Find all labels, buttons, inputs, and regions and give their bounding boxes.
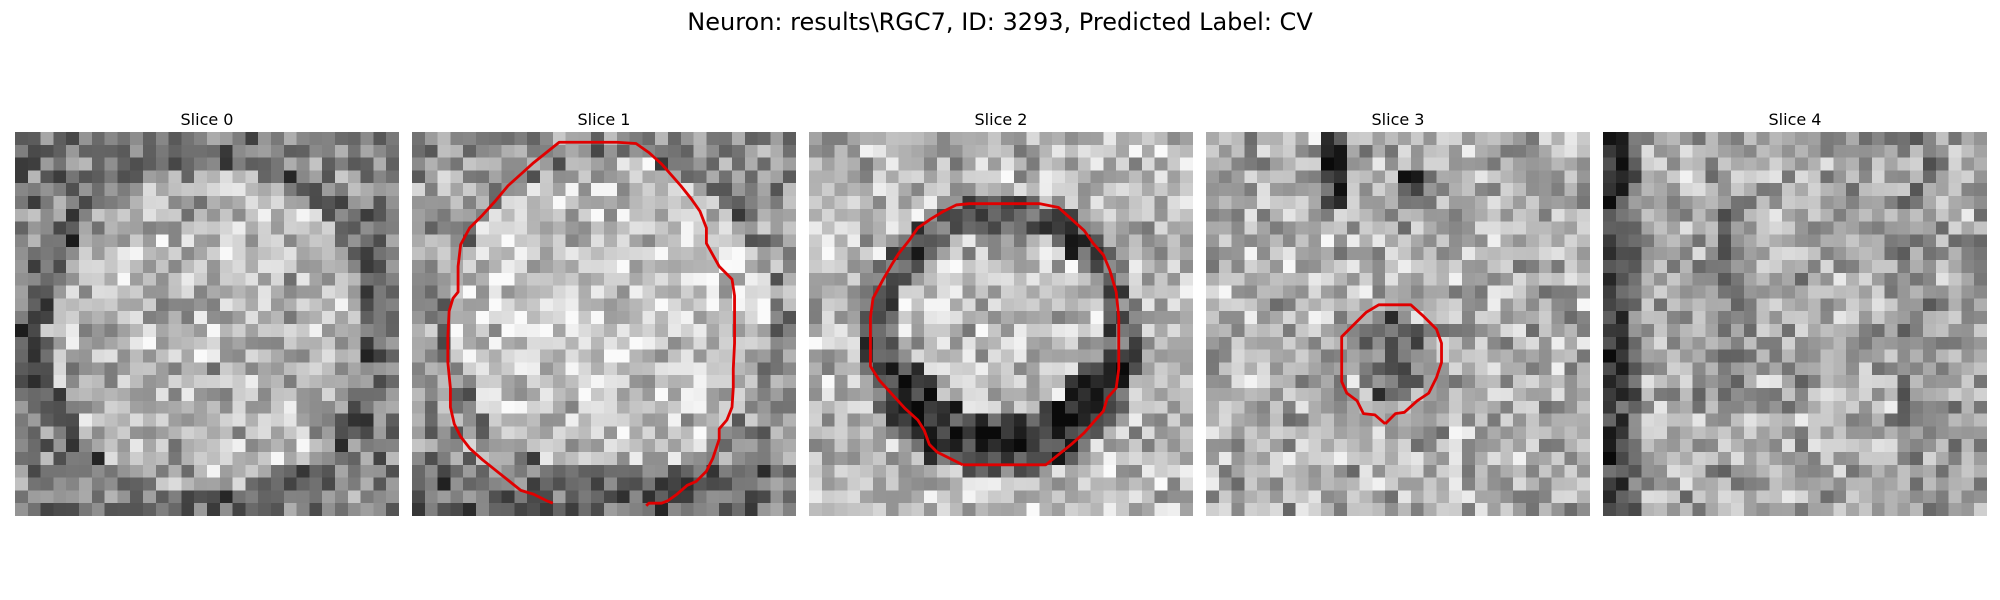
slice-title: Slice 4 — [1768, 110, 1822, 129]
slice-image — [809, 132, 1193, 516]
slice-panel-0: Slice 0 — [15, 110, 399, 516]
slice-panel-4: Slice 4 — [1603, 110, 1987, 516]
slice-title: Slice 2 — [974, 110, 1028, 129]
slice-image — [1603, 132, 1987, 516]
slice-panel-2: Slice 2 — [809, 110, 1193, 516]
figure-title: Neuron: results\RGC7, ID: 3293, Predicte… — [687, 8, 1313, 36]
contour-outline — [446, 140, 736, 507]
slice-title: Slice 3 — [1371, 110, 1425, 129]
contour-outline — [1340, 303, 1443, 425]
slice-title: Slice 0 — [180, 110, 234, 129]
slice-image — [1206, 132, 1590, 516]
slice-panel-1: Slice 1 — [412, 110, 796, 516]
slice-title: Slice 1 — [577, 110, 631, 129]
slice-image — [412, 132, 796, 516]
slice-image — [15, 132, 399, 516]
slice-panel-3: Slice 3 — [1206, 110, 1590, 516]
contour-outline — [869, 202, 1121, 467]
